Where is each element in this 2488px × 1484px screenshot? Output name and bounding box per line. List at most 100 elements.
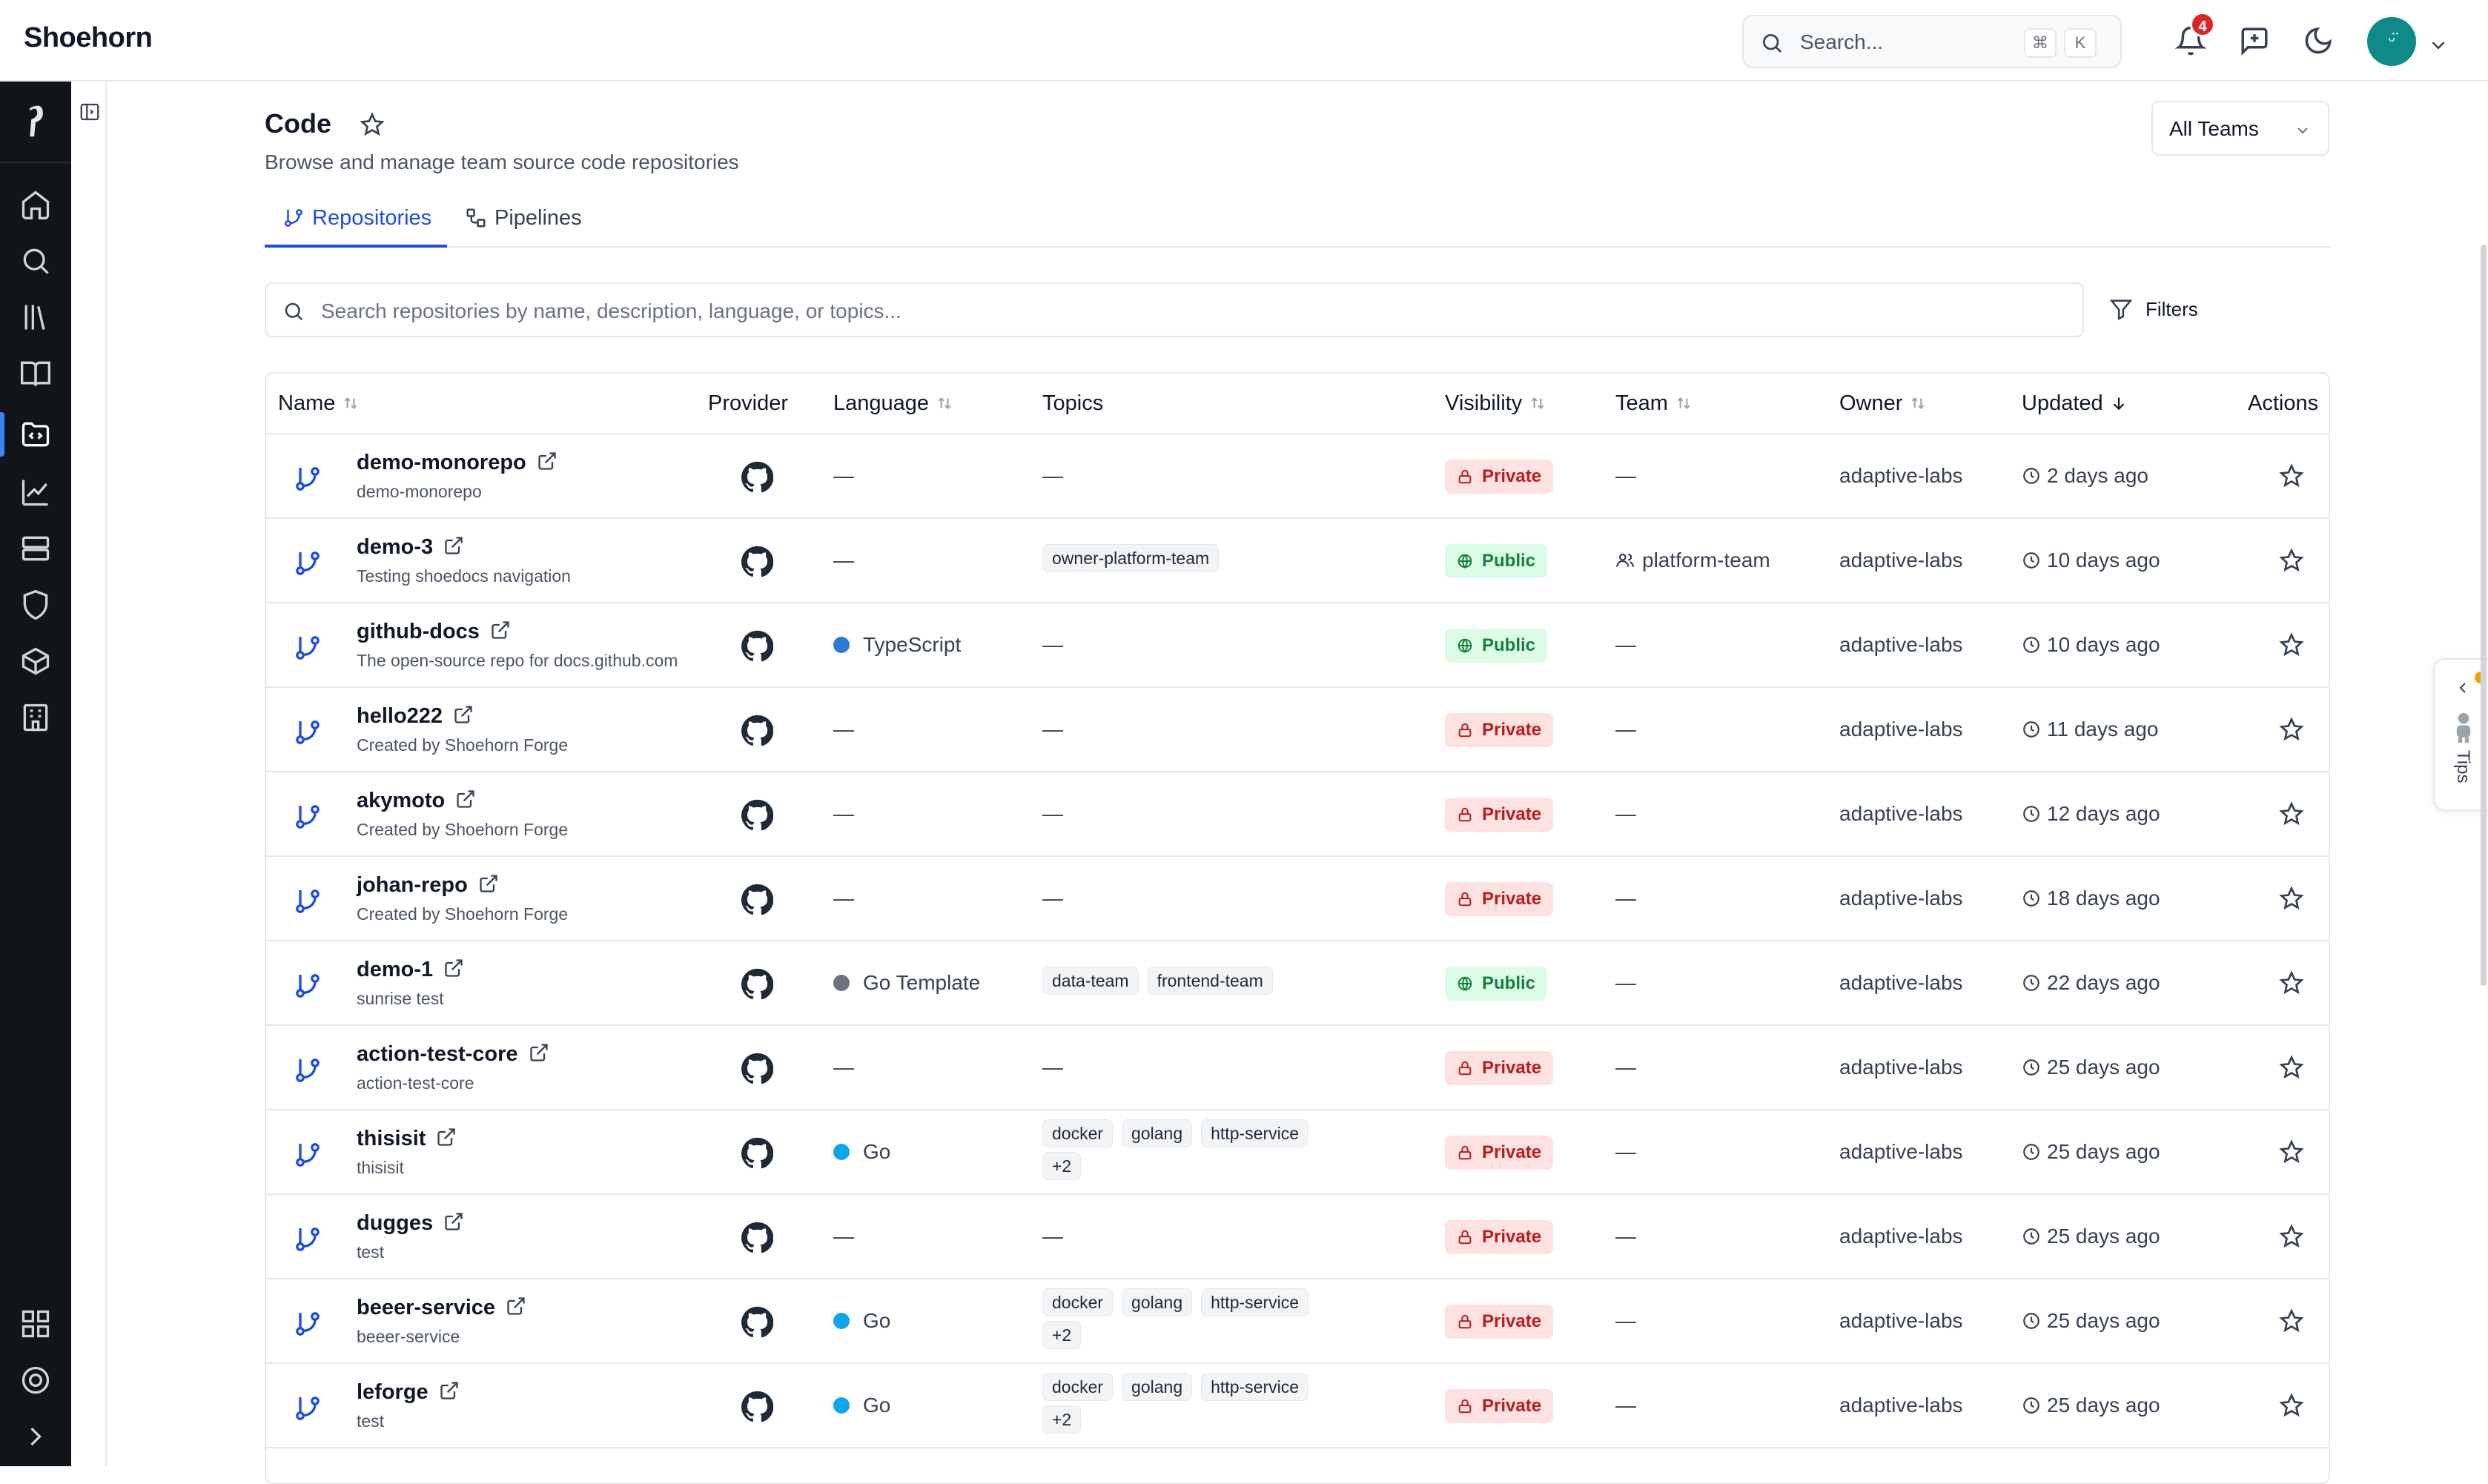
topic-chip[interactable]: frontend-team <box>1147 967 1273 995</box>
favorite-star-icon[interactable] <box>359 111 386 138</box>
book-icon[interactable] <box>19 357 52 390</box>
repo-name-link[interactable]: github-docs <box>357 620 511 644</box>
table-row[interactable]: beeer-service beeer-service Go docker golang… <box>266 1279 2329 1364</box>
package-icon[interactable] <box>19 645 52 678</box>
moon-icon[interactable] <box>2303 25 2334 56</box>
table-row[interactable]: hello222 Created by Shoehorn Forge — — Priva… <box>266 688 2329 772</box>
tab-repositories[interactable]: Repositories <box>265 203 447 248</box>
external-link-icon[interactable] <box>455 789 476 809</box>
filters-button[interactable]: Filters <box>2104 291 2215 329</box>
table-row[interactable]: akymoto Created by Shoehorn Forge — — Privat… <box>266 772 2329 857</box>
building-icon[interactable] <box>19 701 52 734</box>
grid-icon[interactable] <box>19 1308 52 1340</box>
favorite-star-icon[interactable] <box>2278 1223 2305 1250</box>
chart-icon[interactable] <box>19 476 52 509</box>
code-folder-icon[interactable] <box>19 418 52 451</box>
favorite-star-icon[interactable] <box>2278 885 2305 912</box>
external-link-icon[interactable] <box>443 1211 464 1232</box>
header-visibility[interactable]: Visibility <box>1445 391 1547 416</box>
chevron-right-icon[interactable] <box>19 1420 52 1453</box>
external-link-icon[interactable] <box>443 958 464 978</box>
library-icon[interactable] <box>19 301 52 334</box>
topic-chip[interactable]: data-team <box>1042 967 1139 995</box>
repo-name-link[interactable]: action-test-core <box>357 1042 549 1067</box>
repo-name-link[interactable]: hello222 <box>357 704 474 729</box>
external-link-icon[interactable] <box>443 535 464 556</box>
header-language[interactable]: Language <box>833 391 954 416</box>
topic-chip[interactable]: +2 <box>1042 1405 1082 1434</box>
server-icon[interactable] <box>19 532 52 565</box>
topic-chip[interactable]: http-service <box>1201 1288 1308 1316</box>
table-row[interactable]: github-docs The open-source repo for docs… <box>266 603 2329 688</box>
favorite-star-icon[interactable] <box>2278 801 2305 827</box>
global-search[interactable]: Search... ⌘ K <box>1742 15 2122 68</box>
table-row[interactable]: action-test-core action-test-core — — Privat… <box>266 1026 2329 1110</box>
topic-chip[interactable]: golang <box>1122 1373 1193 1401</box>
header-name[interactable]: Name <box>278 391 360 416</box>
table-row[interactable]: demo-monorepo demo-monorepo — — Private — adap… <box>266 434 2329 519</box>
favorite-star-icon[interactable] <box>2278 1308 2305 1334</box>
home-icon[interactable] <box>19 188 52 221</box>
repo-name-link[interactable]: thisisit <box>357 1127 457 1151</box>
topic-chip[interactable]: http-service <box>1201 1119 1308 1147</box>
page-scrollbar[interactable] <box>2481 245 2487 986</box>
search-icon[interactable] <box>19 245 52 277</box>
tab-pipelines[interactable]: Pipelines <box>465 203 598 246</box>
table-row[interactable]: leforge test Go docker golang http-service +2 P… <box>266 1364 2329 1448</box>
repo-name-link[interactable]: demo-1 <box>357 958 464 982</box>
topic-chip[interactable]: golang <box>1122 1288 1193 1316</box>
header-owner[interactable]: Owner <box>1839 391 1928 416</box>
repo-name-link[interactable]: demo-monorepo <box>357 451 558 475</box>
repo-name-link[interactable]: akymoto <box>357 789 476 813</box>
external-link-icon[interactable] <box>537 451 558 471</box>
external-link-icon[interactable] <box>529 1042 549 1063</box>
avatar[interactable]: ᵕ̈ <box>2367 17 2416 66</box>
rail-logo[interactable] <box>0 82 71 163</box>
bell-icon[interactable] <box>2175 25 2206 56</box>
table-row[interactable]: demo-1 sunrise test Go Template data-team fr… <box>266 941 2329 1026</box>
team-filter-select[interactable]: All Teams <box>2151 101 2329 156</box>
table-row[interactable]: demo-3 Testing shoedocs navigation — owner-… <box>266 519 2329 603</box>
help-circle-icon[interactable] <box>19 1364 52 1397</box>
repo-name-link[interactable]: beeer-service <box>357 1296 526 1320</box>
favorite-star-icon[interactable] <box>2278 547 2305 574</box>
table-row[interactable]: johan-repo Created by Shoehorn Forge — — Pri… <box>266 857 2329 941</box>
topic-chip[interactable]: docker <box>1042 1373 1114 1401</box>
topic-chip[interactable]: http-service <box>1201 1373 1308 1401</box>
topic-chip[interactable]: docker <box>1042 1119 1114 1147</box>
topic-chip[interactable]: +2 <box>1042 1152 1082 1180</box>
header-team[interactable]: Team <box>1615 391 1693 416</box>
external-link-icon[interactable] <box>490 620 511 640</box>
repo-name-link[interactable]: demo-3 <box>357 535 464 560</box>
favorite-star-icon[interactable] <box>2278 463 2305 489</box>
topic-chip[interactable]: docker <box>1042 1288 1114 1316</box>
repo-name-link[interactable]: dugges <box>357 1211 464 1236</box>
favorite-star-icon[interactable] <box>2278 716 2305 743</box>
external-link-icon[interactable] <box>439 1380 460 1401</box>
sidebar-toggle-icon[interactable] <box>79 101 101 123</box>
favorite-star-icon[interactable] <box>2278 970 2305 996</box>
external-link-icon[interactable] <box>506 1296 526 1316</box>
topic-chip[interactable]: golang <box>1122 1119 1193 1147</box>
feedback-icon[interactable] <box>2239 25 2270 56</box>
tips-tab[interactable]: Tips <box>2433 658 2488 811</box>
topic-chip[interactable]: owner-platform-team <box>1042 544 1220 572</box>
external-link-icon[interactable] <box>436 1127 457 1147</box>
favorite-star-icon[interactable] <box>2278 1139 2305 1165</box>
external-link-icon[interactable] <box>478 873 499 894</box>
repo-name-link[interactable]: leforge <box>357 1380 460 1405</box>
shield-icon[interactable] <box>19 589 52 621</box>
favorite-star-icon[interactable] <box>2278 1054 2305 1081</box>
chevron-down-icon[interactable] <box>2427 30 2449 61</box>
external-link-icon[interactable] <box>453 704 474 725</box>
team-cell[interactable]: platform-team <box>1615 549 1770 572</box>
header-updated[interactable]: Updated <box>2022 391 2128 416</box>
brand-logo-text[interactable]: Shoehorn <box>24 22 153 53</box>
topic-chip[interactable]: +2 <box>1042 1321 1082 1349</box>
favorite-star-icon[interactable] <box>2278 632 2305 658</box>
table-row[interactable]: dugges test — — Private — adaptive-labs 25 days… <box>266 1195 2329 1279</box>
repo-search-input[interactable]: Search repositories by name, description… <box>265 282 2084 337</box>
table-row[interactable]: thisisit thisisit Go docker golang http-servi… <box>266 1110 2329 1195</box>
repo-name-link[interactable]: johan-repo <box>357 873 499 898</box>
favorite-star-icon[interactable] <box>2278 1392 2305 1419</box>
